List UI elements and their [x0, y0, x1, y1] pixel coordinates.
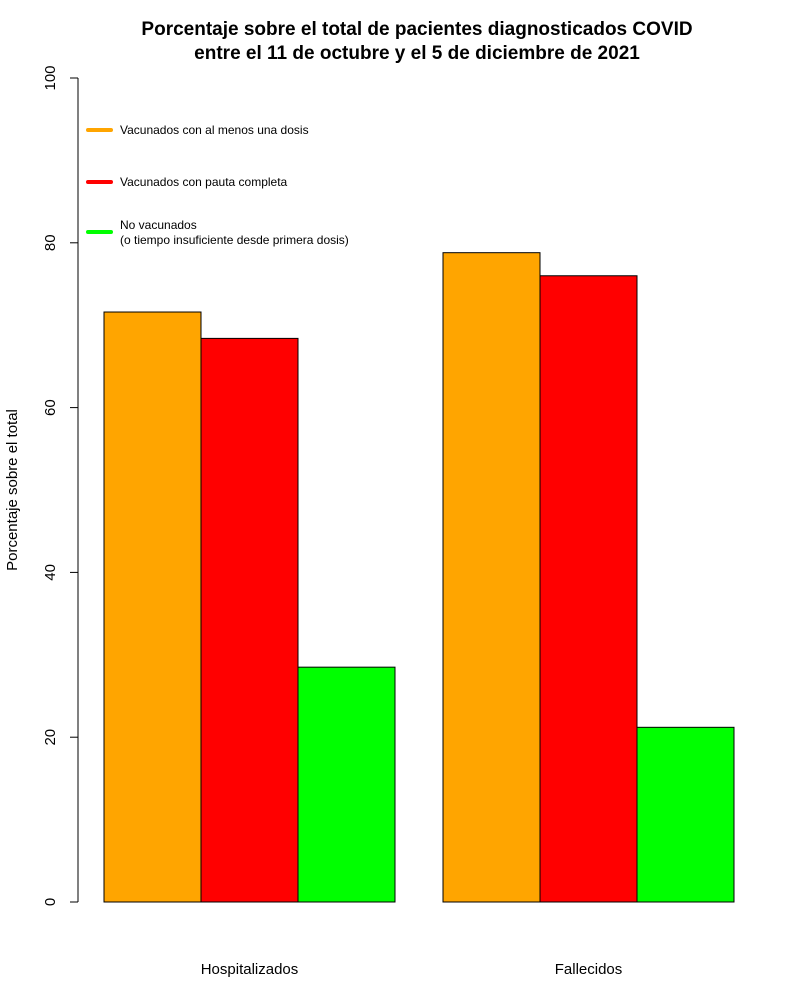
- chart-title-line-2: entre el 11 de octubre y el 5 de diciemb…: [194, 43, 640, 64]
- legend-label: Vacunados con al menos una dosis: [120, 123, 309, 137]
- category-label: Fallecidos: [555, 961, 623, 978]
- y-tick-label: 60: [42, 399, 59, 416]
- chart-title-line-1: Porcentaje sobre el total de pacientes d…: [141, 19, 692, 40]
- category-labels: Hospitalizados Fallecidos: [201, 961, 623, 978]
- y-tick-label: 0: [42, 898, 59, 906]
- bar-fallecidos-series-2: [539, 275, 638, 903]
- y-axis: 0 20 40 60 80 100: [42, 65, 79, 906]
- y-tick-label: 80: [42, 234, 59, 251]
- legend-label: Vacunados con pauta completa: [120, 175, 288, 189]
- bars-group: [103, 252, 735, 903]
- bar-fallecidos-series-3: [636, 726, 735, 903]
- y-axis-label: Porcentaje sobre el total: [4, 409, 21, 571]
- category-label: Hospitalizados: [201, 961, 299, 978]
- y-tick-label: 40: [42, 564, 59, 581]
- bar-hospitalizados-series-3: [297, 666, 396, 903]
- bar-fallecidos-series-1: [442, 252, 541, 903]
- legend-label: No vacunados: [120, 218, 197, 232]
- y-tick-label: 20: [42, 729, 59, 746]
- y-tick-label: 100: [42, 65, 59, 90]
- bar-hospitalizados-series-1: [103, 311, 202, 903]
- legend-label: (o tiempo insuficiente desde primera dos…: [120, 233, 349, 247]
- bar-hospitalizados-series-2: [200, 337, 299, 903]
- legend: Vacunados con al menos una dosis Vacunado…: [86, 123, 349, 247]
